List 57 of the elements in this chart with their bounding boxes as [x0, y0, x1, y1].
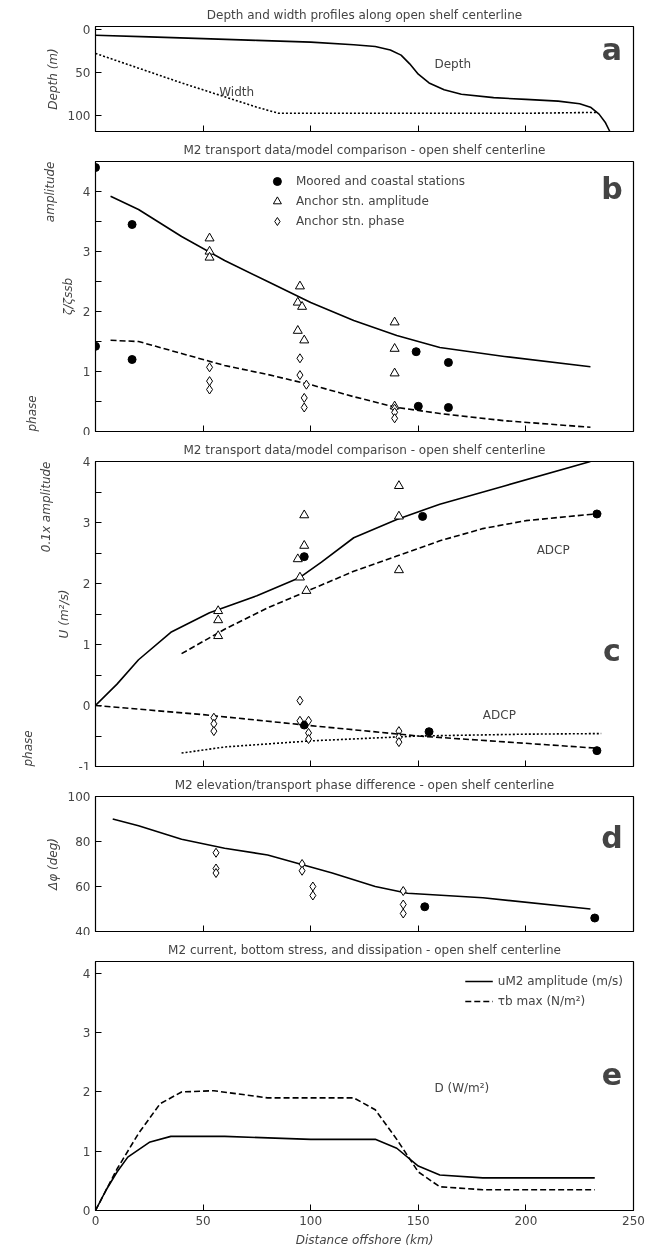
x-tick-label: 50 — [195, 1213, 211, 1228]
y-tick-label: 2 — [82, 305, 91, 319]
legend-label: Moored and coastal stations — [295, 174, 466, 188]
annotation: Width — [219, 84, 255, 99]
y-axis-title: ζ/ζssb — [60, 277, 75, 317]
y-tick-label: 2 — [82, 1085, 91, 1100]
annotation: e — [601, 1056, 623, 1092]
chart-title: M2 elevation/transport phase difference - open shelf centerline — [174, 777, 555, 792]
y-tick-label: 1 — [82, 365, 91, 379]
annotation: ADCP — [482, 707, 516, 722]
annotation: D (W/m²) — [434, 1081, 490, 1096]
y-tick-label: 1 — [82, 638, 91, 652]
y-tick-label: 50 — [75, 65, 91, 80]
annotation: ADCP — [536, 542, 570, 557]
chart-title: M2 transport data/model comparison - open shelf centerline — [183, 442, 546, 457]
y-tick-label: 80 — [75, 835, 91, 849]
y-tick-label: 4 — [82, 966, 91, 981]
legend-label: τb max (N/m²) — [497, 994, 586, 1008]
text: 0.1x amplitude — [38, 461, 53, 553]
chart-title: M2 current, bottom stress, and dissipation - open shelf centerline — [168, 942, 561, 957]
y-axis-title: U (m²/s) — [56, 589, 71, 639]
annotation: Depth — [434, 57, 471, 72]
x-tick-label: 250 — [622, 1213, 645, 1228]
y-tick-label: 100 — [67, 790, 91, 804]
chart-title: Depth and width profiles along open shelf centerline — [206, 7, 523, 22]
y-tick-label: 0 — [82, 424, 91, 439]
y-tick-label: 100 — [67, 109, 91, 124]
annotation: d — [601, 819, 623, 855]
legend-label: Anchor stn. amplitude — [295, 194, 429, 208]
y-axis-title: Depth (m) — [45, 48, 60, 110]
annotation: c — [603, 633, 621, 669]
x-tick-label: 100 — [299, 1213, 323, 1228]
y-tick-label: 4 — [82, 185, 91, 199]
annotation: a — [601, 32, 623, 68]
legend-label: Anchor stn. phase — [295, 214, 405, 228]
x-tick-label: 200 — [514, 1213, 538, 1228]
y-tick-label: 40 — [75, 924, 91, 939]
text: phase — [20, 730, 35, 768]
y-tick-label: 0 — [82, 22, 91, 37]
y-tick-label: 0 — [82, 1204, 91, 1218]
text: amplitude — [42, 161, 57, 223]
y-tick-label: 4 — [82, 455, 91, 469]
chart-title: M2 transport data/model comparison - open shelf centerline — [183, 142, 546, 157]
y-tick-label: 3 — [82, 1026, 91, 1041]
annotation: b — [601, 171, 623, 206]
text: phase — [24, 395, 39, 433]
y-tick-label: 2 — [82, 577, 91, 591]
y-tick-label: 1 — [82, 1144, 91, 1159]
y-tick-label: -1 — [78, 759, 91, 774]
y-tick-label: 3 — [82, 245, 91, 259]
y-axis-title: Δφ (deg) — [45, 838, 60, 891]
x-tick-label: 150 — [406, 1213, 430, 1228]
legend-label: uM2 amplitude (m/s) — [497, 974, 623, 988]
y-tick-label: 3 — [82, 516, 91, 530]
x-axis-title: Distance offshore (km) — [295, 1232, 434, 1247]
y-tick-label: 60 — [75, 880, 91, 894]
y-tick-label: 0 — [82, 699, 91, 713]
